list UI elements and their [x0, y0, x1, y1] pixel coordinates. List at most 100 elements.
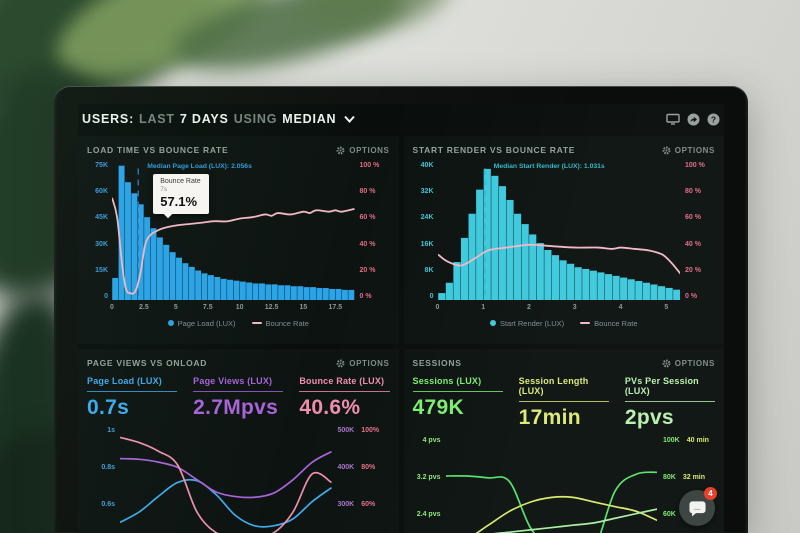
axis-tick-label: 60%: [361, 501, 376, 509]
axis-tick-label: 30K: [95, 240, 108, 248]
dashboard-screen: USERS: LAST 7 DAYS USING MEDIAN ?: [78, 104, 724, 533]
panel-sessions: SESSIONS OPTIONS Sessions (LUX) 479K Sessi…: [403, 349, 724, 533]
axis-tick-label: 0 %: [685, 292, 698, 300]
options-button[interactable]: OPTIONS: [336, 146, 389, 155]
legend-line-swatch: [580, 322, 591, 324]
axis-tick-label: 16K: [420, 240, 434, 248]
plot-area[interactable]: [120, 427, 332, 533]
metric-label: Sessions (LUX): [412, 376, 482, 386]
users-range-dropdown[interactable]: USERS: LAST 7 DAYS USING MEDIAN: [82, 112, 356, 126]
metric-value: 2pvs: [624, 406, 674, 429]
x-tick-label: 3: [572, 304, 577, 311]
metric-underline: [87, 391, 178, 392]
chat-widget-button[interactable]: 4: [679, 487, 717, 526]
metric-label: Session Length (LUX): [518, 376, 589, 396]
options-label: OPTIONS: [349, 145, 390, 155]
dashboard-header: USERS: LAST 7 DAYS USING MEDIAN ?: [82, 104, 720, 134]
x-axis: 0 2.5 5 7.5 10 12.5 15 17.5: [110, 300, 355, 315]
title-segment: USERS:: [82, 112, 135, 126]
metric-label: PVs Per Session (LUX): [624, 376, 699, 396]
legend-item: Start Render (LUX): [489, 318, 565, 328]
metric-value: 0.7s: [87, 396, 130, 419]
options-button[interactable]: OPTIONS: [336, 359, 389, 368]
x-tick-label: 4: [618, 304, 623, 311]
plot-area[interactable]: Median Start Render (LUX): 1.031s: [438, 162, 681, 300]
metric: PVs Per Session (LUX) 2pvs: [624, 376, 716, 430]
gear-icon: [662, 146, 671, 154]
options-label: OPTIONS: [674, 358, 715, 368]
axis-tick-label: 300K: [337, 501, 355, 509]
chat-bubble-icon: [688, 501, 706, 517]
chart-start-render: 40K 32K 24K 16K 8K 0 Median Start Render (LUX…: [413, 162, 716, 331]
plot-area[interactable]: Median Page Load (LUX): 2.056s Bounce Ra…: [112, 162, 355, 300]
title-segment: MEDIAN: [282, 112, 337, 126]
help-icon[interactable]: ?: [707, 113, 720, 126]
chevron-down-icon: [344, 115, 356, 123]
metric-label: Page Load (LUX): [87, 376, 163, 386]
x-tick-label: 5: [664, 304, 669, 311]
axis-tick-label: 100 %: [359, 162, 380, 169]
panel-header: LOAD TIME VS BOUNCE RATE OPTIONS: [87, 143, 390, 157]
metric-value: 2.7Mpvs: [193, 396, 279, 419]
axis-tick-label: 20 %: [359, 266, 376, 274]
x-tick-label: 15: [299, 304, 308, 311]
share-icon[interactable]: [687, 113, 700, 126]
legend-label: Start Render (LUX): [499, 318, 565, 328]
axis-tick-label: 20 %: [685, 266, 701, 274]
axis-tick-row: 300K 60%: [338, 501, 376, 508]
plot-area[interactable]: [446, 437, 658, 533]
panel-header: PAGE VIEWS VS ONLOAD OPTIONS: [87, 356, 390, 370]
metric: Sessions (LUX) 479K: [412, 376, 503, 430]
axis-tick-label: 80 %: [359, 188, 376, 196]
axis-tick-label: 100 %: [685, 162, 705, 169]
legend-item: Bounce Rate: [580, 319, 638, 328]
axis-tick-label: 24K: [420, 214, 434, 222]
axis-tick-label: 100K: [663, 437, 680, 444]
axis-tick-label: 32 min: [682, 474, 706, 482]
axis-tick-label: 60K: [95, 188, 108, 196]
panel-page-views-vs-onload: PAGE VIEWS VS ONLOAD OPTIONS Page Load (…: [78, 349, 399, 533]
metric-underline: [518, 401, 609, 402]
panel-title: SESSIONS: [412, 358, 462, 368]
axis-tick-row: 400K 80%: [338, 464, 376, 471]
axis-tick-label: 15K: [95, 266, 108, 274]
options-button[interactable]: OPTIONS: [662, 359, 715, 368]
panel-grid: LOAD TIME VS BOUNCE RATE OPTIONS 75K 60K 4…: [78, 136, 724, 533]
metric-value: 40.6%: [299, 396, 361, 419]
axis-tick-label: 8K: [424, 266, 434, 274]
metrics-row: Page Load (LUX) 0.7s Page Views (LUX) 2.7Mp…: [87, 376, 390, 420]
axis-tick-label: 80%: [361, 464, 376, 472]
legend-item: Bounce Rate: [251, 319, 309, 328]
y-axis-right: 100 % 80 % 60 % 40 % 20 % 0 %: [680, 162, 715, 300]
panel-header: START RENDER VS BOUNCE RATE OPTIONS: [413, 143, 716, 157]
axis-tick-label: 75K: [95, 162, 108, 169]
metric-underline: [412, 391, 503, 392]
legend-dot-swatch: [489, 320, 496, 326]
axis-tick-label: 40K: [420, 162, 434, 169]
gear-icon: [336, 359, 345, 367]
axis-tick-label: 60K: [663, 511, 676, 519]
legend-dot-swatch: [167, 320, 174, 326]
panel-title: START RENDER VS BOUNCE RATE: [412, 145, 576, 155]
tooltip-subtitle: 7s: [160, 186, 168, 194]
x-tick-label: 10: [235, 304, 244, 311]
options-label: OPTIONS: [674, 145, 715, 155]
tooltip-title: Bounce Rate: [160, 178, 201, 186]
axis-tick-label: 100%: [361, 427, 380, 434]
panel-title: LOAD TIME VS BOUNCE RATE: [87, 145, 229, 155]
display-icon[interactable]: [666, 113, 680, 125]
legend-item: Page Load (LUX): [167, 319, 236, 328]
metric-label: Page Views (LUX): [193, 376, 273, 386]
axis-tick-row: 500K 100%: [338, 427, 380, 434]
panel-load-time-vs-bounce-rate: LOAD TIME VS BOUNCE RATE OPTIONS 75K 60K 4…: [78, 136, 399, 344]
gear-icon: [662, 359, 671, 367]
metric: Page Load (LUX) 0.7s: [87, 376, 178, 420]
options-button[interactable]: OPTIONS: [662, 146, 715, 155]
metric-underline: [299, 391, 390, 392]
chart-page-views: 1s0.8s0.6s0.4s 500K100%400K80%300K60%200…: [87, 427, 390, 533]
metric-label: Bounce Rate (LUX): [299, 376, 385, 386]
y-axis-left: 75K 60K 45K 30K 15K 0: [87, 162, 112, 300]
axis-tick-label: 3.2 pvs: [416, 474, 441, 482]
